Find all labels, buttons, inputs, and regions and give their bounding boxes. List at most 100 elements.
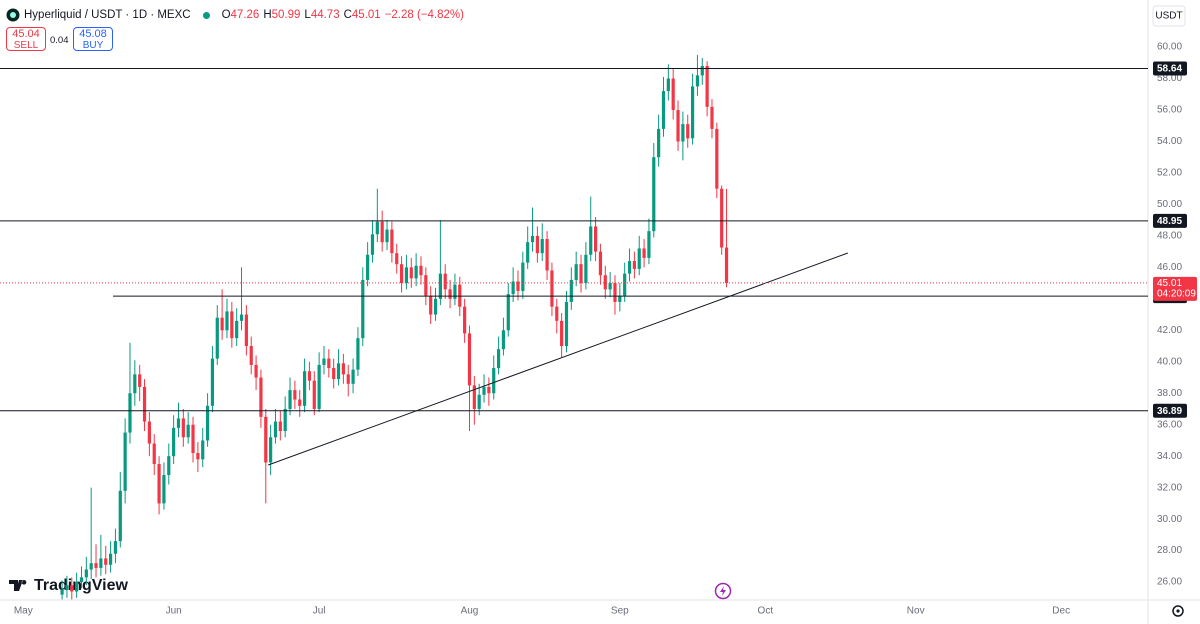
candle-body (133, 374, 137, 394)
symbol: Hyperliquid / USDT · 1D · MEXC (24, 9, 191, 21)
candle-body (545, 239, 549, 271)
candle-body (346, 374, 350, 384)
candle-body (496, 349, 501, 369)
level-label: 58.64 (1157, 64, 1182, 75)
candle-body (448, 289, 452, 299)
lightning-bolt[interactable] (720, 586, 726, 596)
x-tick-label: Sep (611, 606, 629, 617)
sell-button[interactable]: 45.04 SELL (6, 27, 46, 51)
ohlc-key: O (221, 9, 231, 21)
last-price-tag (1153, 276, 1197, 301)
currency-box[interactable] (1152, 5, 1186, 27)
candle-body (579, 264, 583, 284)
ohlc-item: H50.99 (263, 9, 300, 21)
candle-body (79, 577, 84, 583)
ohlc-value: 44.73 (310, 9, 340, 21)
candle-body (637, 248, 641, 269)
y-tick-label: 34.00 (1157, 451, 1182, 462)
candle-body (191, 424, 195, 454)
sell-label[interactable]: SELL (13, 40, 39, 51)
candle-body (288, 390, 292, 409)
candle-body (395, 253, 399, 265)
candle-body (501, 330, 506, 350)
y-tick-label: 26.00 (1157, 577, 1182, 588)
settings-dot[interactable] (1176, 609, 1180, 613)
candle-body (336, 363, 341, 380)
candle-body (603, 275, 607, 290)
candle-body (167, 456, 171, 476)
x-tick-label: Aug (461, 606, 479, 617)
settings-gear[interactable] (1172, 605, 1184, 617)
buy-label[interactable]: BUY (82, 40, 104, 51)
candle-body (283, 408, 287, 431)
candle-body (521, 262, 525, 291)
sell-price[interactable]: 45.04 (12, 28, 40, 40)
candle-body (138, 374, 142, 387)
candle-body (264, 416, 268, 463)
candle-body (511, 281, 515, 295)
candle-body (433, 298, 438, 315)
candle-body (317, 364, 321, 409)
candle-body (477, 394, 481, 409)
candle-body (147, 421, 151, 444)
candle-body (307, 371, 312, 381)
candle-body (681, 124, 685, 142)
ohlc: O47.26 H50.99 L44.73 C45.01 (222, 9, 381, 21)
settings-icon[interactable] (1172, 605, 1184, 617)
candle-body (535, 235, 539, 254)
x-tick-label: Dec (1052, 606, 1070, 617)
plot-area (0, 54, 1148, 600)
candle-body (259, 377, 263, 417)
candle-body (118, 490, 122, 542)
candle-body (467, 333, 472, 386)
candle-body (608, 283, 612, 290)
candle-body (366, 254, 370, 280)
candle-body (176, 418, 181, 428)
candle-body (700, 65, 704, 76)
candle-body (526, 242, 530, 263)
candle-body (84, 569, 88, 578)
candle-body (201, 440, 205, 460)
candle-body (244, 314, 248, 347)
header: Hyperliquid / USDT · 1D · MEXC O47.26 H50… (6, 8, 464, 22)
candle-body (690, 86, 695, 139)
ohlc-key: L (304, 9, 311, 21)
candle-body (463, 306, 467, 334)
candle-body (623, 273, 627, 296)
candle-body (705, 65, 709, 107)
buy-price[interactable]: 45.08 (79, 28, 107, 40)
candle-body (152, 443, 156, 465)
candle-body (399, 264, 404, 284)
candle-body (555, 306, 559, 321)
candle-body (375, 221, 379, 235)
candle-body (273, 421, 278, 438)
candle-body (370, 234, 375, 255)
currency[interactable]: USDT (1155, 11, 1182, 22)
candle-body (632, 261, 636, 269)
icon-fg (10, 12, 16, 18)
trendline (268, 252, 848, 466)
lightning-circle[interactable] (714, 582, 732, 600)
y-tick-label: 50.00 (1157, 199, 1182, 210)
candle-body (298, 399, 302, 406)
candle-body (341, 363, 345, 375)
candle-body (695, 75, 700, 87)
last-price-label: 45.01 (1157, 278, 1182, 289)
level-tag (1153, 61, 1187, 76)
candle-body (327, 358, 331, 369)
ohlc-value: 50.99 (271, 9, 301, 21)
buy-button[interactable]: 45.08 BUY (73, 27, 113, 51)
candle-body (584, 254, 588, 284)
x-tick-label: May (14, 606, 33, 617)
candle-body (181, 418, 185, 438)
y-tick-label: 60.00 (1157, 42, 1182, 53)
candle-body (89, 563, 93, 570)
candle-body (574, 264, 578, 280)
candle-body (210, 358, 215, 406)
candle-body (70, 585, 74, 592)
ohlc-item: L44.73 (304, 9, 339, 21)
lightning-icon[interactable] (714, 582, 732, 600)
